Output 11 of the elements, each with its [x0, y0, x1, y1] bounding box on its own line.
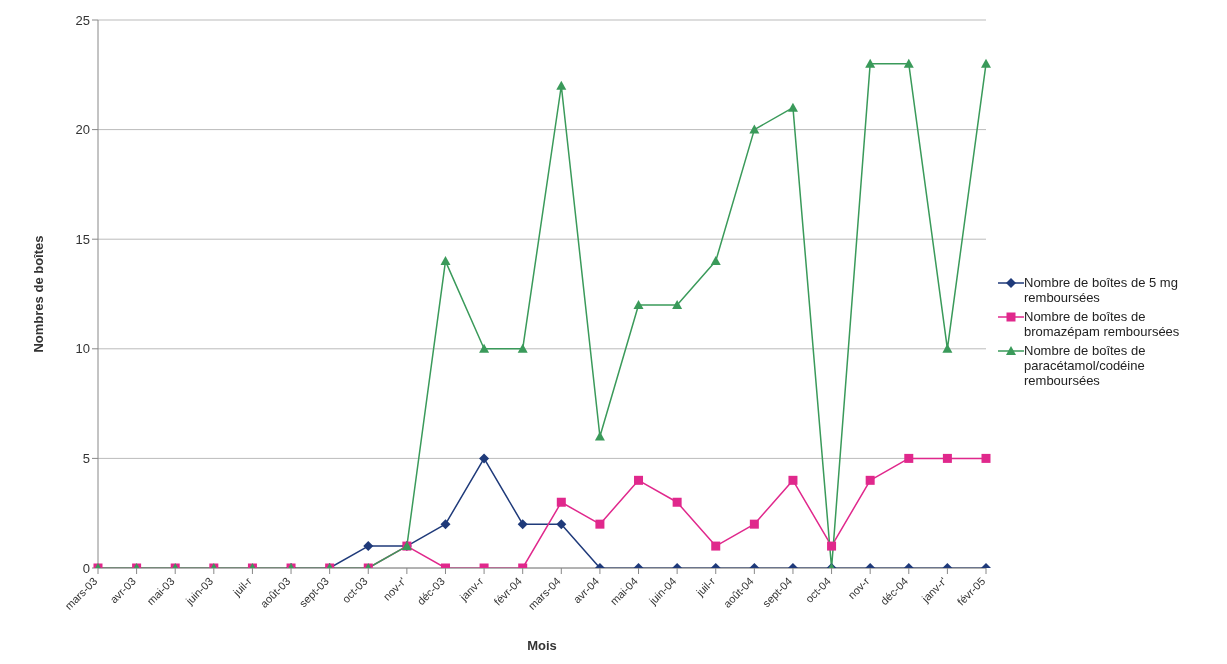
y-tick-label: 15 [75, 231, 90, 247]
y-tick-label: 5 [82, 451, 90, 467]
y-tick-label: 20 [75, 122, 90, 138]
y-tick-label: 0 [82, 560, 90, 576]
legend-label: Nombre de boîtes de paracétamol/codéine remboursées [1024, 342, 1147, 388]
legend-label: Nombre de boîtes de bromazépam remboursées [1024, 308, 1181, 339]
y-tick-label: 25 [75, 12, 90, 28]
x-axis-title: Mois [527, 638, 557, 653]
y-axis-title: Nombres de boîtes [30, 235, 46, 353]
y-tick-label: 10 [75, 341, 90, 357]
legend-label: Nombre de boîtes de 5 mg remboursées [1024, 274, 1179, 305]
